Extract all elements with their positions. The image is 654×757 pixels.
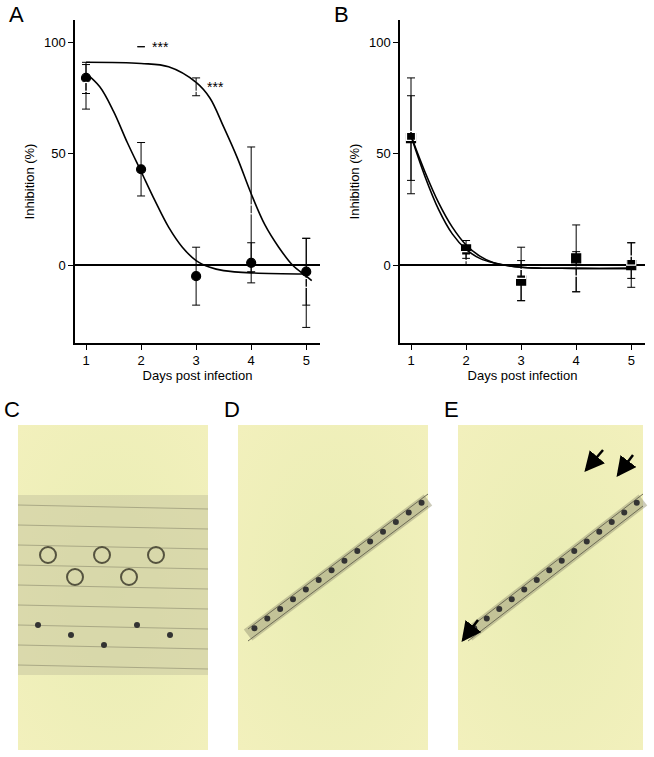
svg-text:5: 5	[628, 353, 635, 368]
svg-text:C: C	[4, 397, 20, 422]
svg-text:5: 5	[303, 353, 310, 368]
svg-text:100: 100	[369, 35, 391, 50]
svg-text:Inhibition (%): Inhibition (%)	[22, 144, 37, 220]
svg-text:Days post infection: Days post infection	[468, 368, 578, 383]
svg-text:Days post infection: Days post infection	[143, 368, 253, 383]
svg-text:2: 2	[137, 353, 144, 368]
svg-text:4: 4	[248, 353, 255, 368]
svg-text:3: 3	[518, 353, 525, 368]
svg-text:3: 3	[193, 353, 200, 368]
svg-text:50: 50	[376, 146, 390, 161]
svg-text:D: D	[224, 397, 240, 422]
svg-text:4: 4	[573, 353, 580, 368]
svg-text:Inhibition (%): Inhibition (%)	[347, 144, 362, 220]
svg-text:1: 1	[82, 353, 89, 368]
svg-text:A: A	[9, 2, 24, 27]
svg-text:0: 0	[58, 258, 65, 273]
svg-text:50: 50	[51, 146, 65, 161]
svg-text:1: 1	[407, 353, 414, 368]
svg-text:***: ***	[207, 79, 224, 95]
svg-text:100: 100	[44, 35, 66, 50]
svg-text:0: 0	[383, 258, 390, 273]
svg-text:B: B	[334, 2, 349, 27]
svg-text:2: 2	[462, 353, 469, 368]
svg-text:E: E	[444, 397, 459, 422]
svg-text:***: ***	[152, 39, 169, 55]
